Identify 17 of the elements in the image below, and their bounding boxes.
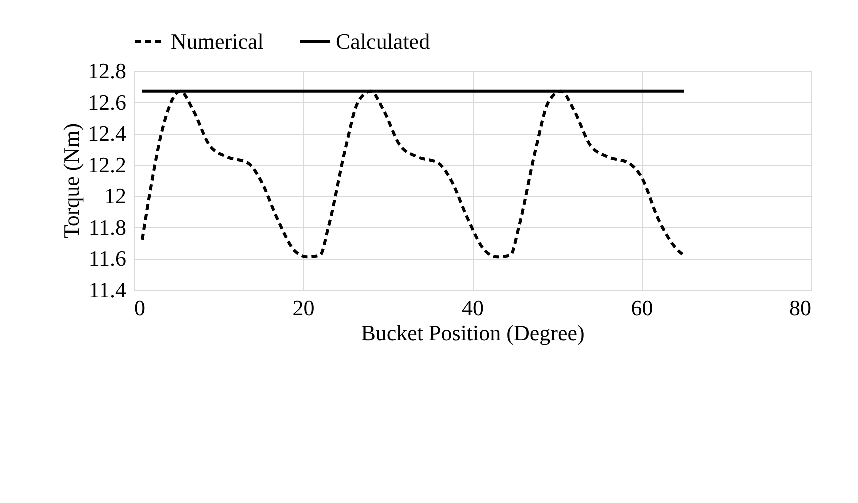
y-tick-label: 11.4 [88, 278, 126, 302]
y-tick-label: 12.6 [88, 90, 126, 115]
x-tick-label: 20 [292, 296, 315, 320]
y-tick-label: 12.2 [88, 152, 126, 178]
y-tick-label: 12 [104, 184, 126, 209]
x-tick-label: 60 [631, 296, 654, 320]
legend-label: Calculated [336, 28, 430, 54]
x-tick-label: 0 [134, 296, 146, 320]
y-tick-label: 11.6 [88, 246, 126, 272]
y-tick-label: 12.4 [88, 121, 126, 146]
x-axis-title: Bucket Position (Degree) [361, 320, 585, 346]
legend-label: Numerical [171, 28, 264, 54]
x-tick-label: 80 [790, 296, 812, 320]
y-tick-label: 11.8 [88, 214, 126, 240]
y-axis-title: Torque (Nm) [59, 123, 84, 239]
x-tick-label: 40 [462, 296, 484, 320]
y-tick-label: 12.8 [88, 58, 126, 84]
